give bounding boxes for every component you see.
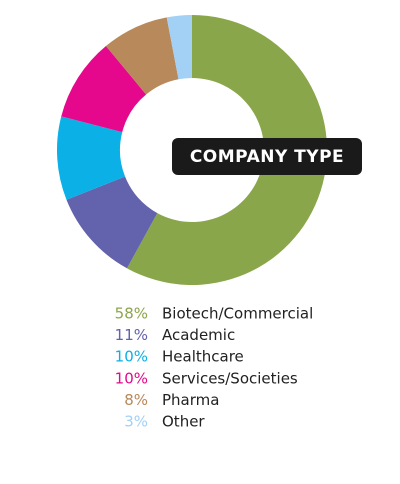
chart-title: COMPANY TYPE — [190, 147, 344, 167]
legend-value: 11% — [115, 326, 148, 344]
legend-value: 8% — [124, 391, 148, 409]
slice — [166, 15, 192, 80]
donut — [56, 15, 328, 286]
legend-label: Academic — [162, 326, 235, 344]
slice — [61, 45, 147, 133]
legend-label: Services/Societies — [162, 369, 298, 387]
slice — [105, 17, 179, 95]
legend-value: 10% — [115, 369, 148, 387]
legend-label: Other — [162, 413, 205, 431]
legend-value: 3% — [124, 413, 148, 431]
slice — [56, 116, 126, 200]
slice — [126, 15, 328, 286]
legend-value: 10% — [115, 348, 148, 366]
legend-label: Pharma — [162, 391, 219, 409]
legend: 58% Biotech/Commercial 11% Academic 10% Healt… — [115, 305, 314, 431]
title-box — [172, 138, 362, 175]
legend-label: Healthcare — [162, 348, 244, 366]
slice — [66, 176, 158, 269]
legend-value: 58% — [115, 305, 148, 323]
legend-label: Biotech/Commercial — [162, 305, 313, 323]
